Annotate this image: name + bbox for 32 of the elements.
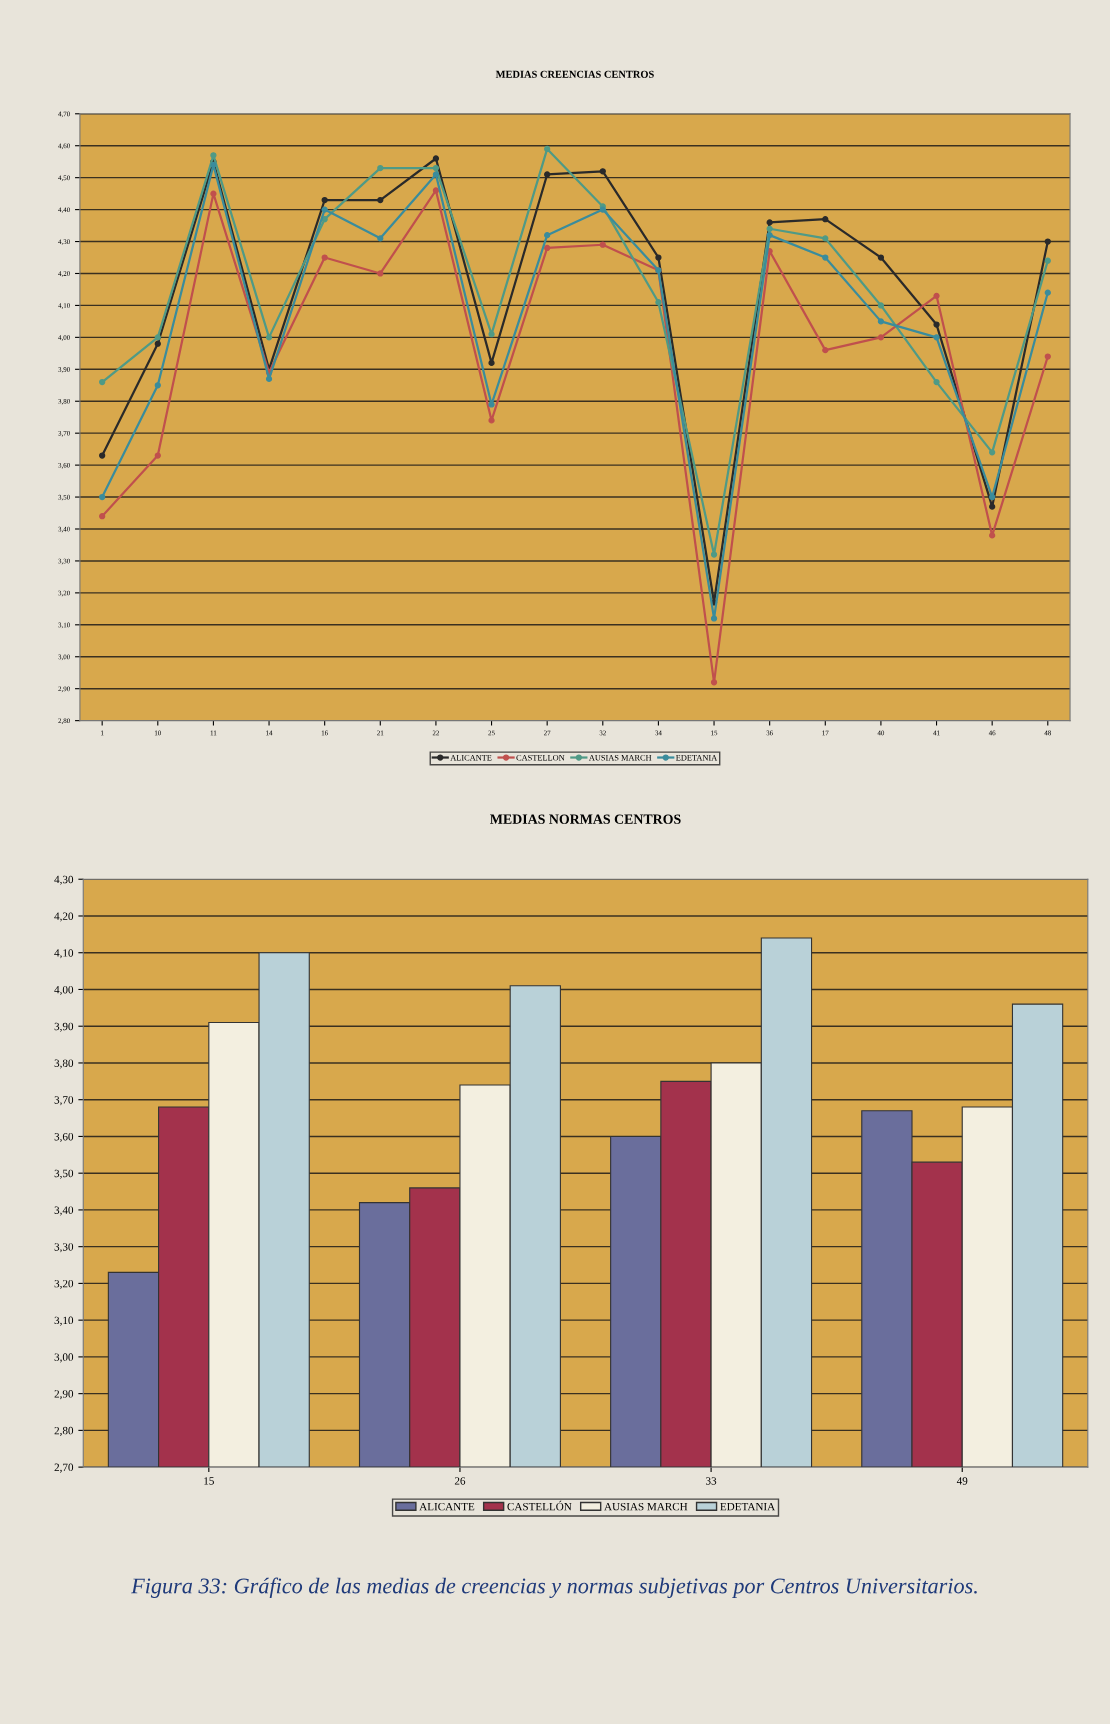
y-tick-label: 3,20 [54,1279,74,1289]
chart-title: MEDIAS NORMAS CENTROS [490,814,681,824]
legend-label: AUSIAS MARCH [588,754,652,761]
y-tick-label: 2,70 [54,1463,74,1473]
legend-label: EDETANIA [676,754,718,761]
x-tick-label: 15 [204,1477,214,1485]
y-tick-label: 4,30 [54,875,74,885]
x-tick-label: 33 [706,1477,717,1485]
y-tick-label: 3,30 [54,1243,74,1253]
y-tick-label: 3,50 [54,1169,74,1179]
legend-label: CASTELLON [516,754,565,761]
legend-label: CASTELLÓN [507,1500,572,1511]
y-tick-label: 3,10 [54,1316,74,1326]
y-tick-label: 2,90 [54,1390,74,1400]
y-tick-label: 4,10 [54,949,74,959]
legend-label: EDETANIA [720,1502,776,1511]
y-tick-label: 3,70 [54,1096,74,1106]
y-tick-label: 4,20 [54,912,74,922]
legend-label: AUSIAS MARCH [604,1502,688,1511]
x-tick-label: 49 [956,1477,968,1485]
text: Figura 33: Gráfico de las medias de creencias y normas subjetivas por Centros Universitarios. [131,1577,977,1599]
y-tick-label: 3,00 [54,1353,74,1363]
legend-label: ALICANTE [450,754,492,761]
y-tick-label: 3,60 [54,1132,74,1142]
y-tick-label: 3,80 [54,1059,74,1069]
y-tick-label: 3,40 [54,1206,74,1216]
chart-title: MEDIAS CREENCIAS CENTROS [495,70,654,78]
x-tick-label: 26 [454,1477,466,1485]
y-tick-label: 2,80 [54,1426,74,1436]
legend-label: ALICANTE [419,1502,475,1511]
y-tick-label: 4,00 [54,985,74,996]
y-tick-label: 3,90 [54,1022,74,1032]
